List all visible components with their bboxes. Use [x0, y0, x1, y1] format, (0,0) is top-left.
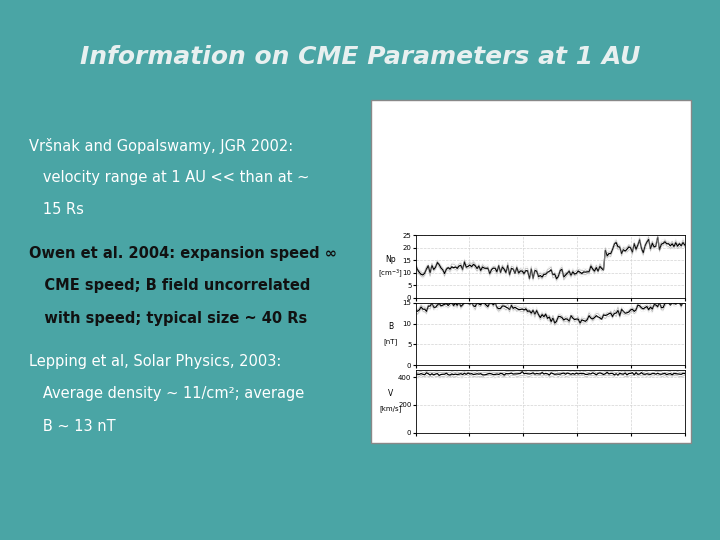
- Text: Owen et al. 2004: expansion speed ∞: Owen et al. 2004: expansion speed ∞: [29, 246, 337, 261]
- Text: B ~ 13 nT: B ~ 13 nT: [29, 418, 115, 434]
- Text: Vršnak and Gopalswamy, JGR 2002:: Vršnak and Gopalswamy, JGR 2002:: [29, 138, 293, 154]
- Text: [nT]: [nT]: [384, 338, 398, 345]
- Bar: [371, 100, 691, 443]
- Text: 15 Rs: 15 Rs: [29, 202, 84, 218]
- Text: Average density ~ 11/cm²; average: Average density ~ 11/cm²; average: [29, 386, 304, 401]
- Text: Np: Np: [386, 254, 396, 264]
- Text: velocity range at 1 AU << than at ~: velocity range at 1 AU << than at ~: [29, 170, 309, 185]
- Text: [km/s]: [km/s]: [379, 406, 402, 412]
- Text: Lepping et al, Solar Physics, 2003:: Lepping et al, Solar Physics, 2003:: [29, 354, 282, 369]
- Text: B: B: [388, 322, 394, 331]
- Text: with speed; typical size ~ 40 Rs: with speed; typical size ~ 40 Rs: [29, 310, 307, 326]
- Text: V: V: [388, 389, 394, 399]
- Text: CME speed; B field uncorrelated: CME speed; B field uncorrelated: [29, 278, 310, 293]
- Text: [cm$^{-3}$]: [cm$^{-3}$]: [379, 267, 403, 280]
- Text: Information on CME Parameters at 1 AU: Information on CME Parameters at 1 AU: [80, 45, 640, 69]
